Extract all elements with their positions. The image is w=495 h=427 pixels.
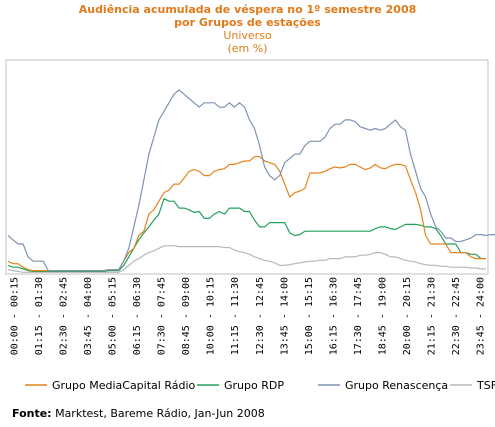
series-line-tsf (7, 245, 486, 273)
x-tick-label: 17:30 - 17:45 (353, 277, 364, 355)
series-line-grupo-rdp (7, 198, 486, 272)
x-tick-label: 03:45 - 04:00 (83, 277, 94, 355)
chart-titles: Audiência acumulada de véspera no 1º sem… (0, 3, 495, 55)
x-tick-label: 12:30 - 12:45 (255, 277, 266, 355)
chart-title: Audiência acumulada de véspera no 1º sem… (78, 3, 417, 16)
legend-label: Grupo Renascença (345, 379, 448, 392)
legend-label: Grupo RDP (224, 379, 284, 392)
x-tick-label: 06:15 - 06:30 (132, 277, 143, 355)
legend-label: TSF (476, 379, 495, 392)
legend-label: Grupo MediaCapital Rádio (52, 379, 196, 392)
x-tick-label: 21:15 - 21:30 (426, 277, 437, 355)
x-tick-label: 15:00 - 15:15 (304, 277, 315, 355)
x-tick-label: 05:00 - 05:15 (108, 277, 119, 355)
x-tick-label: 07:30 - 07:45 (157, 277, 168, 355)
x-tick-label: 11:15 - 11:30 (230, 277, 241, 355)
chart-title-line2: por Grupos de estações (174, 16, 321, 29)
x-tick-label: 08:45 - 09:00 (181, 277, 192, 355)
chart-unit: (em %) (227, 42, 268, 55)
source-text: Marktest, Bareme Rádio, Jan-Jun 2008 (55, 407, 265, 420)
x-tick-label: 23:45 - 24:00 (476, 277, 487, 355)
series-line-grupo-renascen-a (7, 89, 495, 272)
x-tick-label: 02:30 - 02:45 (59, 277, 70, 355)
source-note: Fonte: Marktest, Bareme Rádio, Jan-Jun 2… (12, 407, 265, 420)
x-tick-label: 01:15 - 01:30 (34, 277, 45, 355)
x-tick-label: 18:45 - 19:00 (377, 277, 388, 355)
x-tick-label: 13:45 - 14:00 (279, 277, 290, 355)
chart-subtitle: Universo (223, 29, 272, 42)
x-tick-label: 20:00 - 20:15 (402, 277, 413, 355)
source-label: Fonte: (12, 407, 52, 420)
x-tick-label: 22:30 - 22:45 (451, 277, 462, 355)
plot-area (5, 59, 489, 275)
x-tick-label: 10:00 - 10:15 (206, 277, 217, 355)
x-tick-label: 00:00 - 00:15 (10, 277, 21, 355)
x-tick-label: 16:15 - 16:30 (328, 277, 339, 355)
